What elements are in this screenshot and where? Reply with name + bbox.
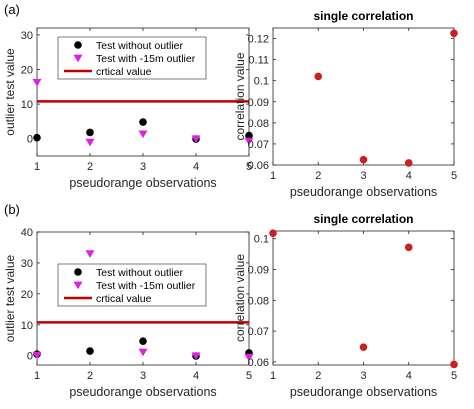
- data-point: [314, 72, 323, 81]
- legend-label: crtical value: [96, 66, 152, 78]
- y-tick-label: 0.09: [248, 265, 269, 277]
- data-point-triangle: [85, 250, 95, 258]
- data-point: [139, 337, 147, 345]
- y-tick-label: 0.08: [248, 118, 269, 130]
- chart-title: single correlation: [313, 212, 413, 226]
- plot-area-1: [272, 27, 455, 166]
- x-tick-label: 4: [193, 161, 199, 173]
- y-tick-label: 0: [27, 134, 33, 146]
- x-tick-label: 4: [406, 370, 412, 382]
- data-point: [359, 343, 368, 351]
- x-tick-label: 2: [315, 370, 321, 382]
- x-tick-label: 2: [315, 170, 321, 182]
- panel-label-b: (b): [4, 202, 20, 217]
- legend-triangle-swatch: [73, 54, 83, 63]
- y-tick-label: 0.1: [254, 234, 269, 246]
- x-tick-label: 5: [451, 170, 457, 182]
- legend-triangle-swatch: [73, 281, 83, 290]
- data-point: [404, 159, 413, 167]
- x-axis-label: pseudorange observations: [69, 176, 216, 190]
- x-tick-label: 5: [246, 161, 252, 173]
- data-point: [359, 155, 368, 164]
- y-tick-label: 0.08: [248, 295, 269, 307]
- x-tick-label: 1: [34, 370, 40, 382]
- legend-label: Test with -15m outlier: [96, 53, 196, 65]
- data-point: [86, 128, 94, 137]
- x-tick-label: 5: [246, 370, 252, 382]
- data-point: [139, 118, 147, 126]
- y-tick-label: 10: [21, 320, 33, 332]
- y-tick-label: 20: [21, 289, 33, 301]
- x-tick-label: 3: [140, 370, 146, 382]
- data-point-triangle: [244, 353, 254, 362]
- x-tick-label: 4: [406, 170, 412, 182]
- y-tick-label: 40: [21, 227, 33, 239]
- x-tick-label: 2: [87, 370, 93, 382]
- chart-title: single correlation: [313, 9, 413, 23]
- y-tick-label: 0.07: [248, 139, 269, 151]
- y-tick-label: 0.09: [248, 97, 269, 109]
- data-point-triangle: [32, 78, 42, 87]
- x-tick-label: 2: [87, 161, 93, 173]
- panel-label-a: (a): [4, 2, 20, 17]
- legend-label: Test without outlier: [96, 40, 183, 52]
- legend-circle-swatch: [74, 268, 82, 276]
- y-axis-label: outlier test value: [3, 48, 17, 136]
- legend-label: Test without outlier: [96, 267, 183, 279]
- x-tick-label: 3: [360, 370, 366, 382]
- x-tick-label: 3: [360, 170, 366, 182]
- y-axis-label: correlation value: [233, 254, 247, 342]
- data-point: [450, 29, 458, 38]
- x-tick-label: 1: [270, 170, 276, 182]
- y-tick-label: 0.06: [248, 160, 269, 172]
- y-tick-label: 0: [27, 351, 33, 363]
- data-point-triangle: [85, 138, 95, 147]
- data-point-triangle: [191, 352, 201, 360]
- y-axis-label: correlation value: [233, 52, 247, 140]
- x-axis-label: pseudorange observations: [290, 385, 437, 399]
- data-point-triangle: [191, 135, 201, 143]
- legend-label: crtical value: [96, 293, 152, 305]
- x-tick-label: 1: [270, 370, 276, 382]
- data-point: [450, 360, 458, 369]
- data-point: [86, 347, 94, 355]
- x-tick-label: 1: [34, 161, 40, 173]
- y-tick-label: 0.07: [248, 326, 269, 338]
- y-tick-label: 10: [21, 99, 33, 111]
- plot-area-3: [272, 230, 455, 366]
- y-tick-label: 30: [21, 30, 33, 42]
- y-tick-label: 20: [21, 65, 33, 77]
- y-tick-label: 0.1: [254, 76, 269, 88]
- y-axis-label: outlier test value: [3, 254, 17, 342]
- y-tick-label: 0.12: [248, 34, 269, 46]
- data-point: [404, 243, 413, 252]
- data-point: [269, 229, 277, 237]
- data-point-triangle: [244, 137, 254, 146]
- y-tick-label: 0.11: [248, 55, 269, 67]
- data-point: [33, 133, 41, 142]
- legend-label: Test with -15m outlier: [96, 280, 196, 292]
- x-tick-label: 4: [193, 370, 199, 382]
- x-axis-label: pseudorange observations: [290, 185, 437, 199]
- data-point-triangle: [138, 130, 148, 139]
- x-tick-label: 5: [451, 370, 457, 382]
- y-tick-label: 30: [21, 258, 33, 270]
- data-point-triangle: [32, 351, 42, 360]
- data-point: [245, 131, 253, 140]
- x-axis-label: pseudorange observations: [69, 385, 216, 399]
- data-point-triangle: [138, 348, 148, 357]
- x-tick-label: 3: [140, 161, 146, 173]
- y-tick-label: 0.06: [248, 357, 269, 369]
- legend-circle-swatch: [74, 41, 82, 49]
